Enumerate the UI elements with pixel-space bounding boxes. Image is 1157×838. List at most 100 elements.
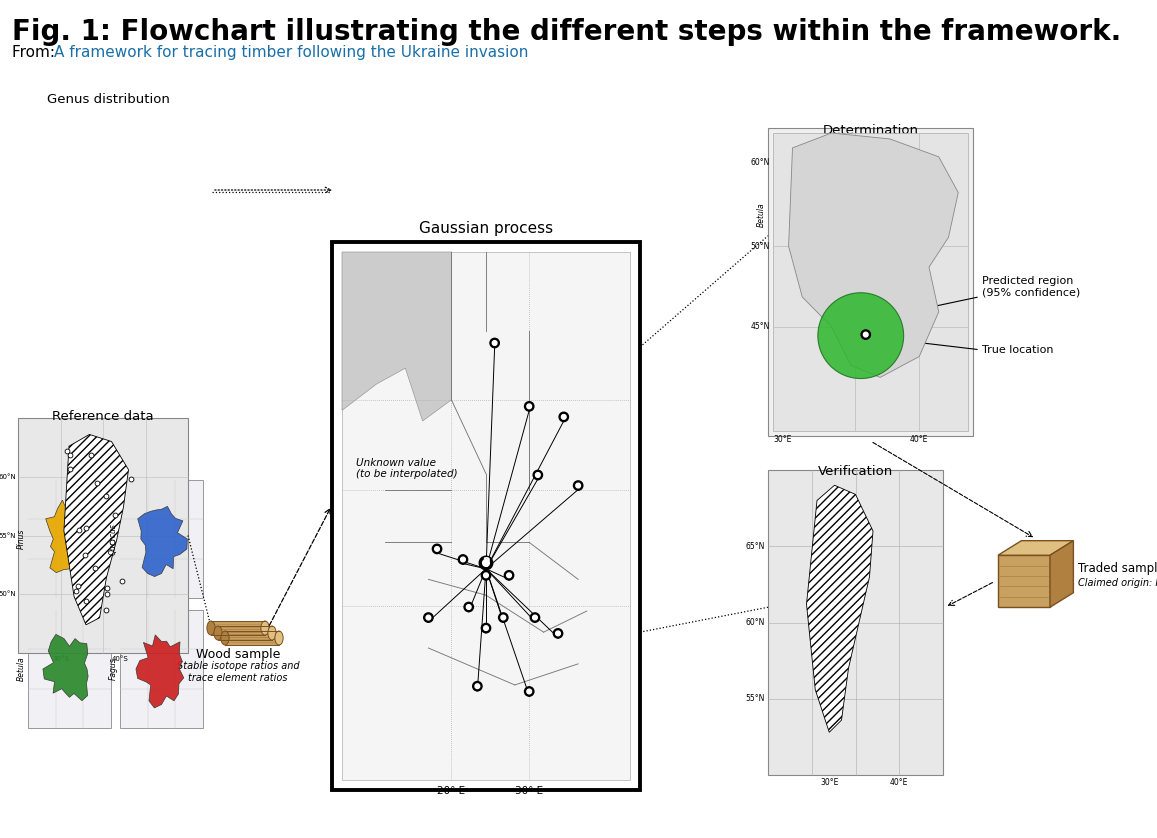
Polygon shape	[789, 133, 958, 377]
Ellipse shape	[275, 631, 283, 645]
Text: Traded sample: Traded sample	[1078, 561, 1157, 575]
Circle shape	[481, 623, 491, 633]
Text: A framework for tracing timber following the Ukraine invasion: A framework for tracing timber following…	[54, 45, 529, 60]
Circle shape	[861, 330, 870, 339]
Circle shape	[526, 689, 531, 694]
Circle shape	[504, 571, 514, 580]
Circle shape	[553, 628, 562, 638]
Text: 45°N: 45°N	[751, 322, 771, 331]
Circle shape	[533, 470, 543, 479]
Text: Genus distribution: Genus distribution	[46, 93, 169, 106]
Circle shape	[435, 546, 440, 551]
Text: Quercus: Quercus	[109, 523, 118, 555]
Text: 60°N: 60°N	[751, 158, 771, 168]
Circle shape	[458, 555, 467, 564]
Text: Determination: Determination	[823, 124, 919, 137]
Circle shape	[576, 484, 581, 488]
Bar	[28, 480, 111, 598]
Circle shape	[524, 687, 533, 696]
Circle shape	[466, 605, 471, 609]
Polygon shape	[466, 609, 471, 612]
Polygon shape	[342, 252, 451, 421]
Circle shape	[532, 615, 537, 620]
Text: From:: From:	[12, 45, 60, 60]
Text: 50°N: 50°N	[0, 592, 16, 597]
Polygon shape	[1051, 541, 1074, 608]
Bar	[332, 242, 640, 790]
Circle shape	[559, 412, 568, 422]
Text: True location: True location	[982, 344, 1054, 354]
Circle shape	[482, 560, 489, 566]
Polygon shape	[536, 478, 540, 480]
Bar	[211, 621, 266, 635]
Circle shape	[526, 404, 531, 409]
Text: Wood sample: Wood sample	[196, 648, 280, 661]
Polygon shape	[493, 345, 496, 348]
Text: Predicted region
(95% confidence): Predicted region (95% confidence)	[982, 276, 1081, 297]
Bar	[768, 128, 973, 436]
Polygon shape	[135, 635, 184, 708]
Circle shape	[561, 415, 566, 419]
Circle shape	[536, 473, 540, 478]
Text: Stable isotope ratios and
trace element ratios: Stable isotope ratios and trace element …	[177, 661, 300, 683]
Text: 40°S: 40°S	[111, 656, 128, 662]
Polygon shape	[806, 485, 874, 732]
Ellipse shape	[214, 626, 222, 640]
Text: ?: ?	[482, 556, 489, 570]
Circle shape	[574, 481, 583, 490]
Polygon shape	[484, 566, 489, 570]
Circle shape	[481, 571, 491, 580]
Text: Pinus: Pinus	[17, 529, 25, 549]
Text: 30° E: 30° E	[515, 786, 544, 796]
Text: Fig. 1: Flowchart illustrating the different steps within the framework.: Fig. 1: Flowchart illustrating the diffe…	[12, 18, 1121, 46]
Circle shape	[499, 613, 508, 623]
Text: Verification: Verification	[818, 465, 893, 478]
Polygon shape	[528, 409, 531, 411]
Text: Claimed origin: Finland: Claimed origin: Finland	[1078, 578, 1157, 588]
Text: Betula: Betula	[757, 202, 766, 226]
Polygon shape	[460, 562, 465, 564]
Circle shape	[479, 556, 493, 570]
Polygon shape	[864, 337, 868, 339]
Polygon shape	[484, 630, 488, 633]
Text: 30°S: 30°S	[52, 656, 69, 662]
Ellipse shape	[207, 621, 215, 635]
Bar	[19, 418, 187, 653]
Text: 65°N: 65°N	[745, 541, 765, 551]
Polygon shape	[998, 556, 1051, 608]
Polygon shape	[435, 551, 439, 554]
Text: Fagus: Fagus	[109, 658, 118, 680]
Bar	[342, 252, 631, 780]
Text: 60°N: 60°N	[745, 618, 765, 627]
Text: 40°E: 40°E	[911, 435, 928, 444]
Polygon shape	[45, 500, 90, 572]
Polygon shape	[484, 577, 488, 580]
Bar	[218, 626, 273, 640]
Bar	[120, 480, 202, 598]
Polygon shape	[501, 620, 506, 623]
Circle shape	[476, 684, 480, 689]
Circle shape	[492, 341, 498, 345]
Circle shape	[489, 339, 500, 348]
Polygon shape	[576, 488, 580, 490]
Ellipse shape	[268, 626, 277, 640]
Text: Unknown value
(to be interpolated): Unknown value (to be interpolated)	[356, 458, 458, 479]
Circle shape	[460, 557, 465, 561]
Text: 40°E: 40°E	[890, 778, 908, 787]
Circle shape	[473, 681, 482, 691]
Circle shape	[530, 613, 539, 623]
Text: Betula: Betula	[17, 657, 25, 681]
Circle shape	[484, 573, 488, 577]
Ellipse shape	[221, 631, 229, 645]
Polygon shape	[43, 634, 88, 701]
Bar	[28, 610, 111, 728]
Circle shape	[423, 613, 433, 623]
Circle shape	[524, 401, 533, 411]
Circle shape	[464, 603, 473, 612]
Bar	[773, 133, 968, 431]
Polygon shape	[138, 506, 187, 577]
Text: Gaussian process: Gaussian process	[419, 221, 553, 236]
Polygon shape	[998, 541, 1074, 556]
Bar	[120, 610, 202, 728]
Polygon shape	[533, 620, 537, 623]
